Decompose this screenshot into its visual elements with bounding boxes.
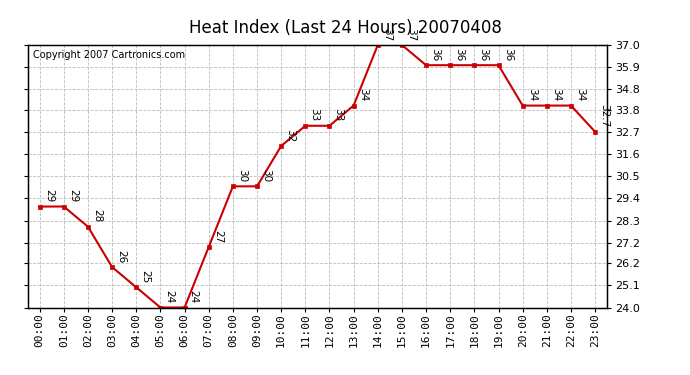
Text: 32: 32: [286, 129, 295, 142]
Text: 36: 36: [431, 48, 440, 61]
Text: 29: 29: [68, 189, 78, 202]
Text: 24: 24: [165, 290, 175, 303]
Text: 36: 36: [455, 48, 464, 61]
Text: 24: 24: [189, 290, 199, 303]
Text: 34: 34: [575, 88, 585, 101]
Text: 29: 29: [44, 189, 54, 202]
Text: 33: 33: [334, 108, 344, 122]
Text: 37: 37: [406, 28, 416, 41]
Text: Copyright 2007 Cartronics.com: Copyright 2007 Cartronics.com: [33, 50, 186, 60]
Text: 34: 34: [527, 88, 537, 101]
Text: Heat Index (Last 24 Hours) 20070408: Heat Index (Last 24 Hours) 20070408: [188, 19, 502, 37]
Text: 37: 37: [382, 28, 392, 41]
Text: 32.7: 32.7: [600, 104, 609, 128]
Text: 30: 30: [237, 169, 247, 182]
Text: 30: 30: [262, 169, 271, 182]
Text: 28: 28: [92, 209, 102, 223]
Text: 25: 25: [141, 270, 150, 283]
Text: 34: 34: [551, 88, 561, 101]
Text: 33: 33: [310, 108, 319, 122]
Text: 34: 34: [358, 88, 368, 101]
Text: 26: 26: [117, 250, 126, 263]
Text: 27: 27: [213, 230, 223, 243]
Text: 36: 36: [503, 48, 513, 61]
Text: 36: 36: [479, 48, 489, 61]
